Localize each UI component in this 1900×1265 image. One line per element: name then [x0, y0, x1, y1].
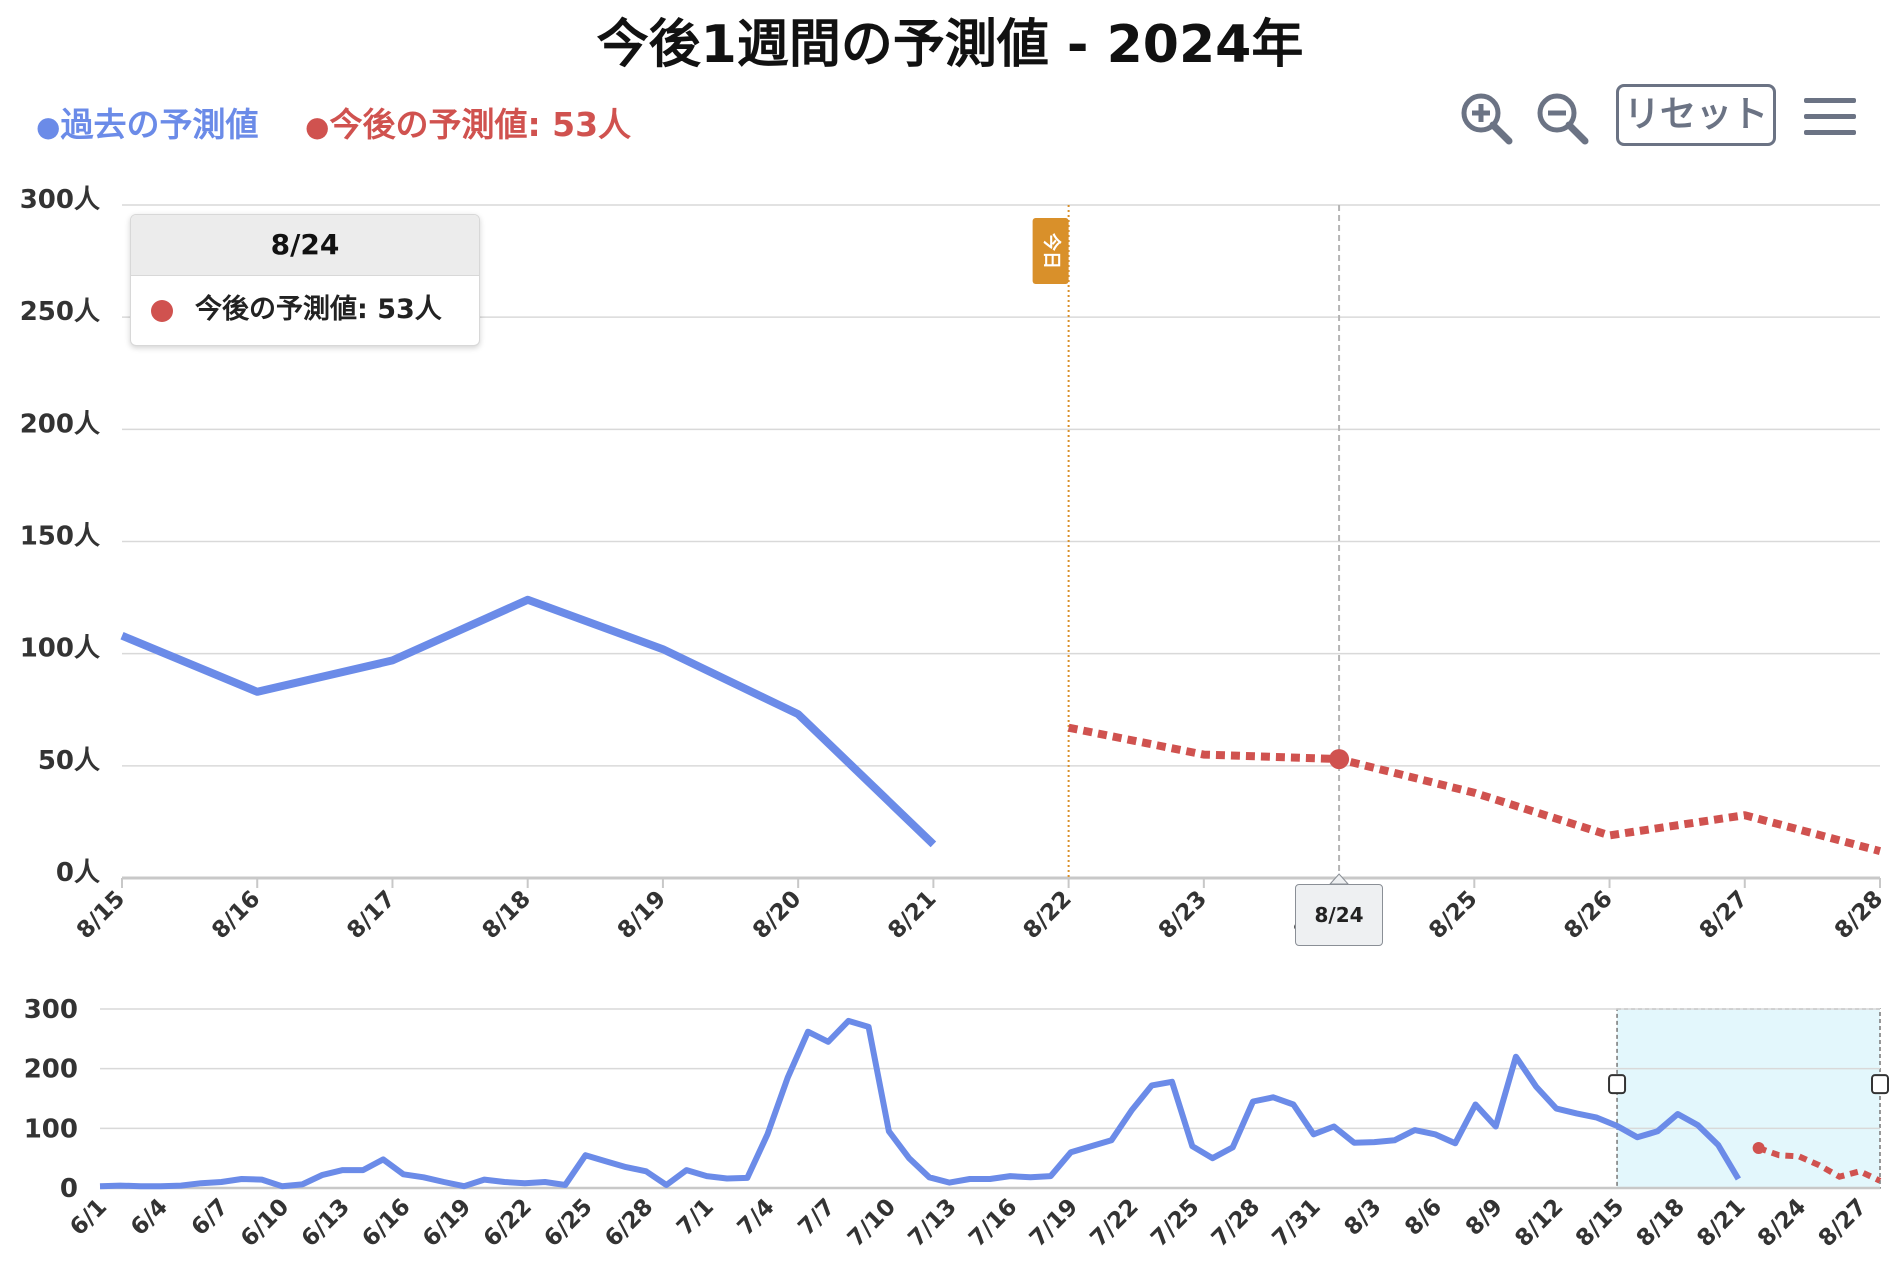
legend-item-past[interactable]: ●過去の予測値	[36, 98, 258, 146]
legend-label-future: 今後の予測値: 53人	[329, 105, 632, 144]
navigator-x-tick-label: 7/31	[1268, 1194, 1326, 1252]
navigator-x-tick-label: 6/7	[187, 1194, 234, 1241]
navigator-gridlines	[100, 1008, 1880, 1190]
navigator-handle-left[interactable]	[1608, 1074, 1627, 1095]
navigator-x-tick-label: 8/12	[1510, 1194, 1568, 1252]
y-tick-label: 250人	[20, 297, 100, 327]
navigator-handle-right[interactable]	[1871, 1074, 1889, 1095]
navigator-x-tick-label: 7/25	[1146, 1194, 1204, 1252]
navigator-x-tick-label: 7/13	[904, 1194, 962, 1252]
navigator-x-axis-labels: 6/1 6/4 6/7 6/10 6/13 6/16 6/19 6/22 6/25 6/28 7/1…	[65, 1194, 1872, 1252]
y-tick-label: 0人	[56, 858, 100, 888]
series-future-line[interactable]	[1067, 723, 1882, 855]
navigator-x-tick-label: 7/16	[964, 1194, 1022, 1252]
navigator-x-tick-label: 7/4	[733, 1194, 780, 1241]
y-tick-label: 200人	[20, 409, 100, 439]
x-tick-label: 8/20	[748, 886, 806, 944]
x-tick-label: 8/17	[342, 886, 400, 944]
navigator-y-tick-label: 0	[60, 1174, 78, 1204]
navigator-x-tick-label: 8/15	[1571, 1194, 1629, 1252]
zoom-in-icon[interactable]	[1456, 88, 1516, 148]
tooltip-text: 今後の予測値: 53人	[195, 294, 442, 325]
main-y-axis-labels: 0人 50人 100人 150人 200人 250人 300人	[20, 185, 100, 888]
chart-title: 今後1週間の予測値 - 2024年	[596, 15, 1304, 75]
today-marker-label: 今日	[1041, 233, 1063, 269]
data-point-future[interactable]	[1329, 749, 1350, 770]
main-series[interactable]	[118, 595, 1884, 855]
legend-item-future[interactable]: ●今後の予測値: 53人	[305, 98, 631, 146]
navigator-y-axis-labels: 0 100 200 300	[24, 995, 78, 1204]
navigator-x-tick-label: 7/7	[793, 1194, 840, 1241]
x-tick-label: 8/26	[1560, 886, 1618, 944]
navigator-x-tick-label: 8/9	[1461, 1194, 1508, 1241]
legend-marker-past: ●	[36, 110, 61, 143]
y-tick-label: 100人	[20, 634, 100, 664]
legend-label-past: 過去の予測値	[60, 105, 259, 144]
navigator-x-tick-label: 6/4	[126, 1194, 173, 1241]
reset-zoom-button[interactable]: リセット	[1616, 84, 1776, 146]
navigator-y-tick-label: 100	[24, 1114, 78, 1144]
navigator-future-line[interactable]	[1757, 1145, 1882, 1184]
navigator-x-tick-label: 7/28	[1207, 1194, 1265, 1252]
navigator-x-tick-label: 8/18	[1632, 1194, 1690, 1252]
navigator-y-tick-label: 300	[24, 995, 78, 1025]
tooltip-marker	[151, 299, 173, 322]
x-tick-label: 8/23	[1154, 886, 1212, 944]
navigator-y-tick-label: 200	[24, 1055, 78, 1085]
navigator-x-tick-label: 6/22	[479, 1194, 537, 1252]
navigator-x-tick-label: 6/28	[600, 1194, 658, 1252]
x-tick-label: 8/25	[1424, 886, 1482, 944]
navigator-future-start-point	[1752, 1142, 1765, 1155]
x-tick-label: 8/16	[207, 886, 265, 944]
x-tick-label: 8/21	[883, 886, 941, 944]
series-past-line[interactable]	[120, 595, 937, 848]
navigator-x-tick-label: 7/1	[672, 1194, 719, 1241]
legend-marker-future: ●	[305, 110, 330, 143]
navigator-x-tick-label: 6/25	[539, 1194, 597, 1252]
navigator-x-tick-label: 6/16	[357, 1194, 415, 1252]
navigator-series[interactable]	[99, 1017, 1882, 1190]
hamburger-menu-icon[interactable]	[1802, 94, 1858, 140]
navigator-x-tick-label: 6/10	[236, 1194, 294, 1252]
tooltip: 8/24 今後の予測値: 53人	[130, 214, 480, 346]
crosshair-x-label: 8/24	[1295, 884, 1383, 946]
navigator-x-tick-label: 8/27	[1814, 1194, 1872, 1252]
tooltip-header: 8/24	[131, 215, 479, 276]
today-marker-badge	[1032, 218, 1069, 284]
navigator-window[interactable]	[1616, 1008, 1881, 1189]
navigator-x-tick-label: 7/22	[1086, 1194, 1144, 1252]
navigator-x-tick-label: 8/3	[1340, 1194, 1387, 1241]
navigator-selection[interactable]	[1616, 1008, 1881, 1189]
navigator-past-line[interactable]	[99, 1017, 1741, 1190]
y-tick-label: 150人	[20, 522, 100, 552]
navigator-x-tick-label: 8/6	[1400, 1194, 1447, 1241]
tooltip-body: 今後の予測値: 53人	[131, 276, 479, 344]
y-tick-label: 50人	[38, 746, 100, 776]
x-tick-label: 8/19	[613, 886, 671, 944]
navigator-x-tick-label: 7/10	[843, 1194, 901, 1252]
main-x-axis-labels: 8/15 8/16 8/17 8/18 8/19 8/20 8/21 8/22 8/23 8/24…	[72, 878, 1888, 944]
navigator-x-tick-label: 8/21	[1692, 1194, 1750, 1252]
x-tick-label: 8/22	[1019, 886, 1077, 944]
navigator-x-tick-label: 7/19	[1025, 1194, 1083, 1252]
zoom-out-icon[interactable]	[1532, 88, 1592, 148]
x-tick-label: 8/18	[478, 886, 536, 944]
y-tick-label: 300人	[20, 185, 100, 215]
x-tick-label: 8/28	[1830, 886, 1888, 944]
main-annotations: 今日	[1032, 205, 1350, 885]
x-tick-label: 8/27	[1695, 886, 1753, 944]
navigator-handles[interactable]	[1608, 1074, 1889, 1095]
navigator-x-tick-label: 6/19	[418, 1194, 476, 1252]
x-tick-label: 8/15	[72, 886, 130, 944]
navigator-x-tick-label: 6/13	[297, 1194, 355, 1252]
navigator-x-tick-label: 8/24	[1753, 1194, 1811, 1252]
